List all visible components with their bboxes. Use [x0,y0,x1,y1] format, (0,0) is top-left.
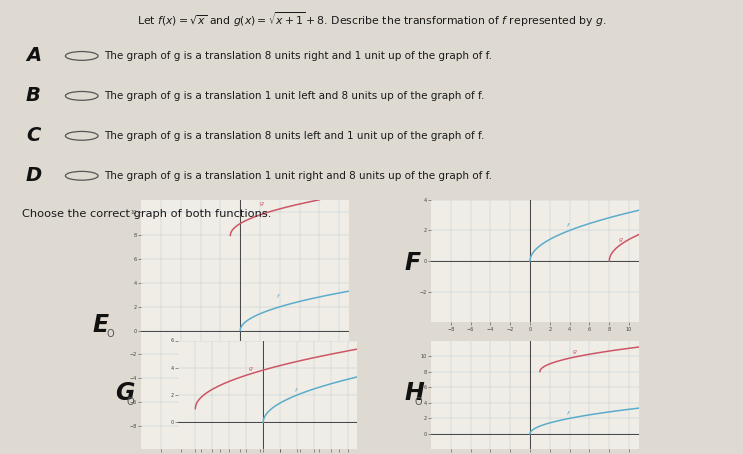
Text: H: H [405,381,425,405]
Text: O: O [415,397,422,407]
Text: f: f [276,294,279,299]
Text: f: f [566,223,568,228]
Text: G: G [115,381,134,405]
Text: C: C [26,126,41,145]
Text: The graph of g is a translation 8 units left and 1 unit up of the graph of f.: The graph of g is a translation 8 units … [104,131,484,141]
Text: The graph of g is a translation 8 units right and 1 unit up of the graph of f.: The graph of g is a translation 8 units … [104,51,492,61]
Text: E: E [93,313,109,336]
Text: A: A [26,46,41,65]
Text: f: f [294,388,296,393]
Text: f: f [566,410,568,415]
Text: The graph of g is a translation 1 unit left and 8 units up of the graph of f.: The graph of g is a translation 1 unit l… [104,91,484,101]
Text: O: O [126,397,134,407]
Text: F: F [405,252,421,275]
Text: g: g [619,237,623,242]
Text: Let $f(x) = \sqrt{x}$ and $g(x) = \sqrt{x+1} + 8$. Describe the transformation o: Let $f(x) = \sqrt{x}$ and $g(x) = \sqrt{… [137,10,606,29]
Text: B: B [26,86,41,105]
Text: D: D [25,166,42,185]
Text: g: g [573,349,577,354]
Text: g: g [249,366,253,371]
Text: O: O [106,329,114,339]
Text: Choose the correct graph of both functions.: Choose the correct graph of both functio… [22,209,272,219]
Text: The graph of g is a translation 1 unit right and 8 units up of the graph of f.: The graph of g is a translation 1 unit r… [104,171,492,181]
Text: g: g [260,201,264,206]
